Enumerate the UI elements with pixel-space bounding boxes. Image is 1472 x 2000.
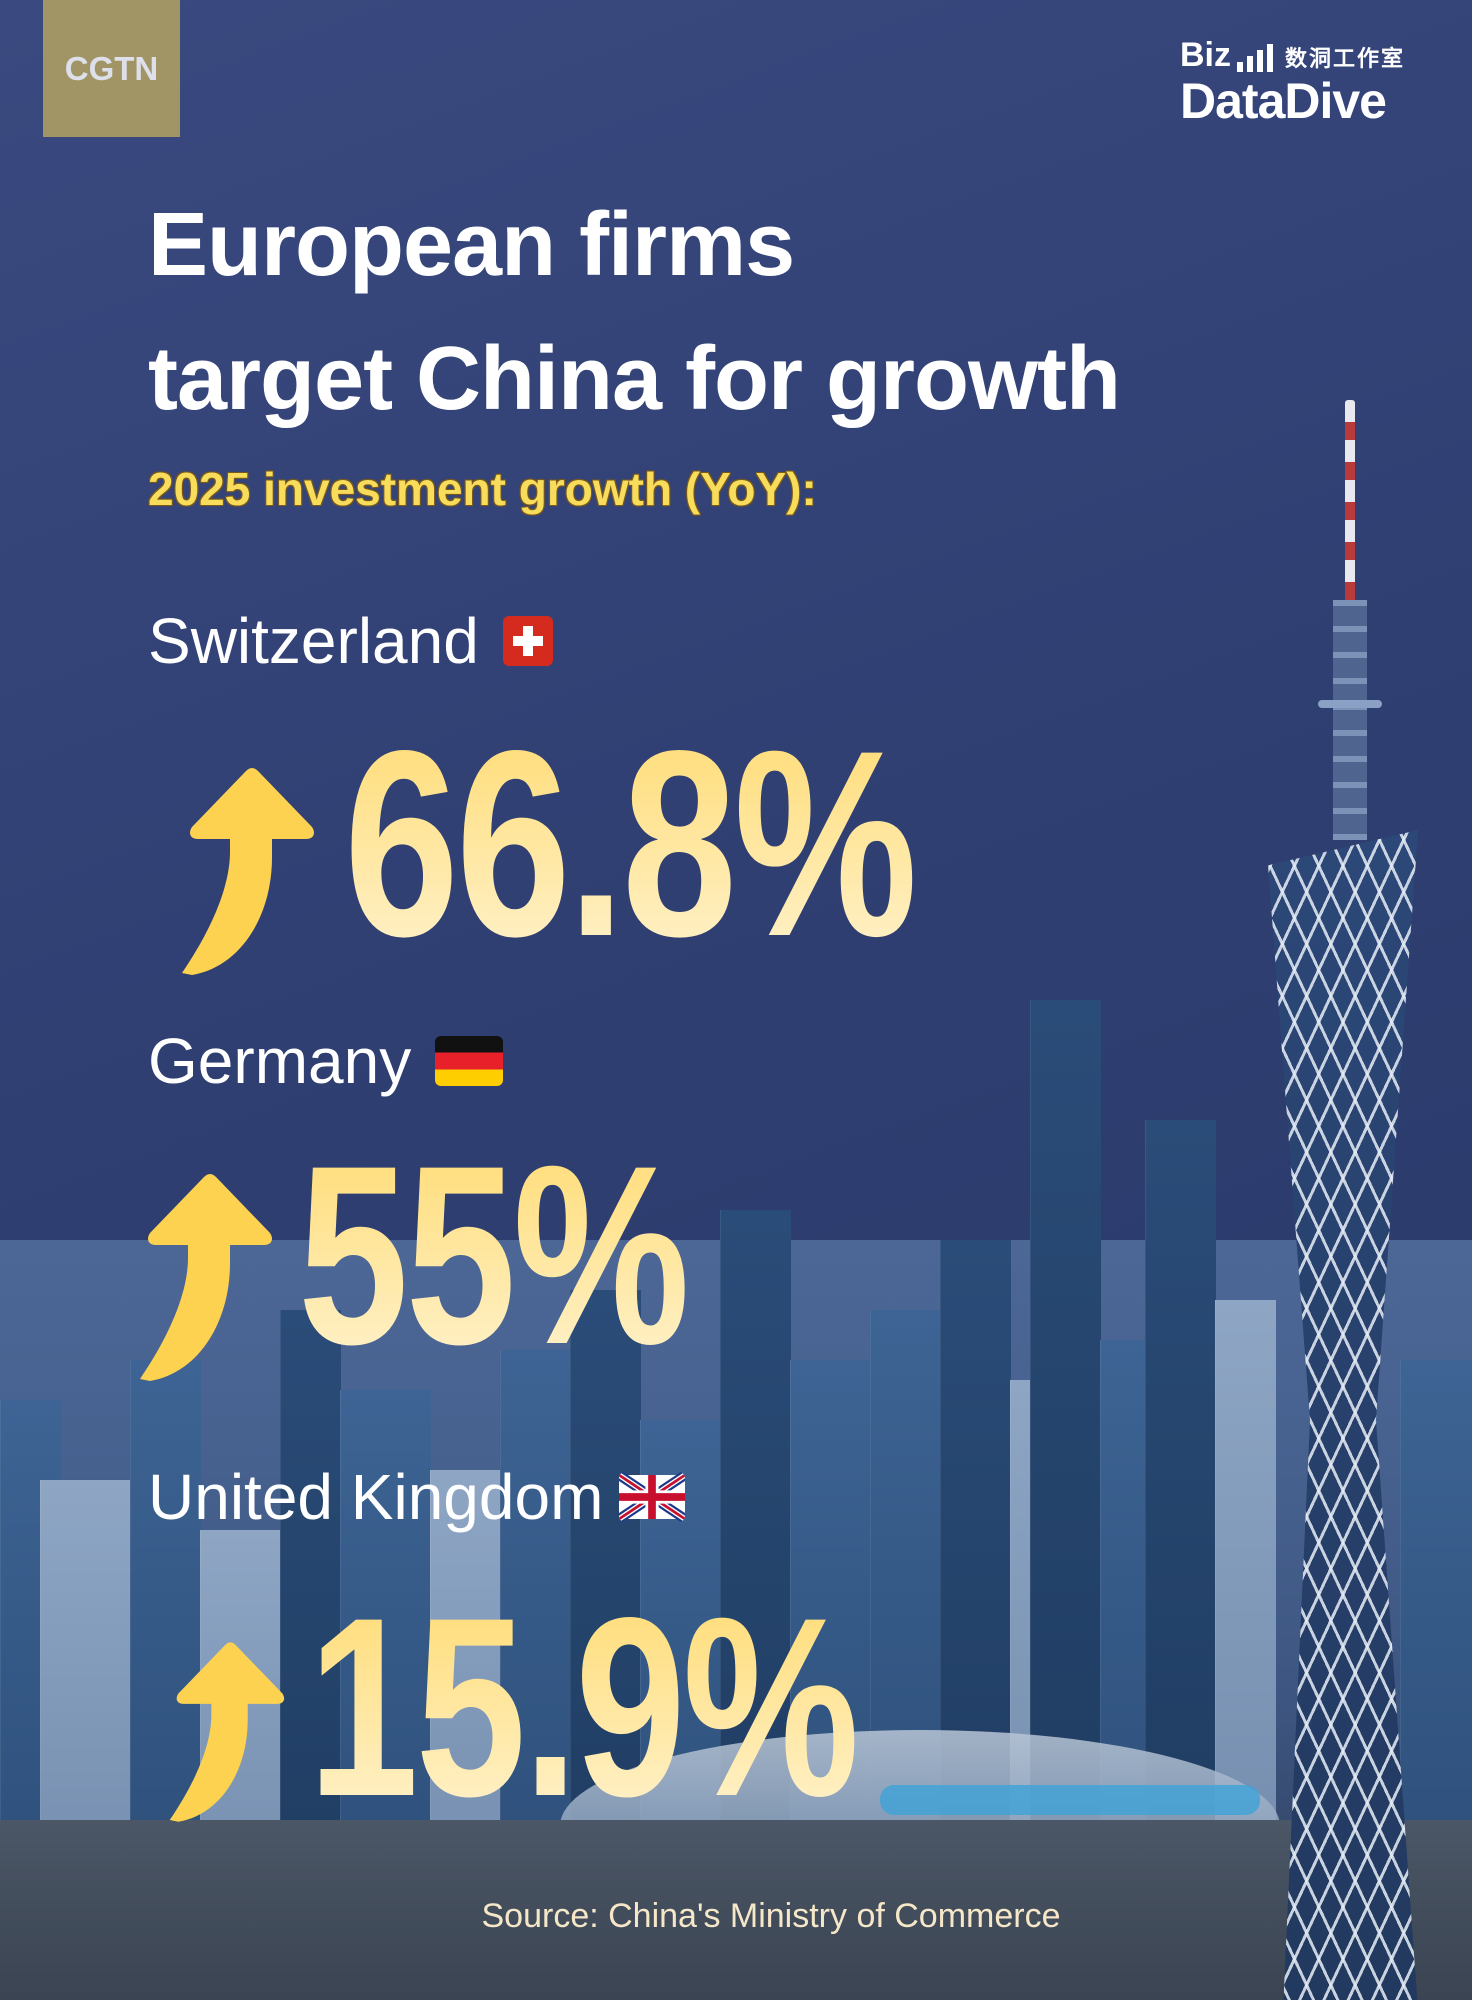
river xyxy=(0,1820,1472,2000)
stat-value: 55% xyxy=(298,1113,690,1398)
stat-united-kingdom: 15.9% xyxy=(168,1580,1011,1835)
logo-chinese-text: 数洞工作室 xyxy=(1285,46,1406,71)
uk-flag-icon xyxy=(619,1472,686,1522)
page-title: European firms target China for growth xyxy=(148,178,1121,446)
swiss-flag-icon xyxy=(502,616,553,666)
up-arrow-icon xyxy=(169,1642,285,1822)
cgtn-logo: CGTN xyxy=(43,0,180,137)
city-skyline-background xyxy=(0,1000,1472,2000)
country-label-switzerland: Switzerland xyxy=(148,604,553,678)
bar-chart-icon xyxy=(1237,42,1273,72)
country-name: Switzerland xyxy=(148,605,479,677)
title-line-1: European firms xyxy=(148,195,795,295)
country-label-germany: Germany xyxy=(148,1024,504,1098)
up-arrow-icon xyxy=(182,768,314,975)
cgtn-logo-text: CGTN xyxy=(64,49,159,87)
stat-value: 66.8% xyxy=(344,696,918,992)
german-flag-icon xyxy=(435,1036,504,1086)
logo-biz-text: Biz xyxy=(1180,36,1231,74)
country-label-united-kingdom: United Kingdom xyxy=(148,1460,686,1534)
logo-datadive-text: DataDive xyxy=(1180,73,1387,129)
source-note: Source: China's Ministry of Commerce xyxy=(481,1897,1061,1935)
title-line-2: target China for growth xyxy=(148,329,1121,429)
country-name: Germany xyxy=(148,1025,412,1097)
stat-switzerland: 66.8% xyxy=(180,712,1075,977)
stat-germany: 55% xyxy=(138,1128,796,1383)
up-arrow-icon xyxy=(140,1174,272,1381)
bizdatadive-logo: Biz 数洞工作室 DataDive xyxy=(1180,38,1405,128)
stat-value: 15.9% xyxy=(308,1565,859,1850)
subtitle: 2025 investment growth (YoY): xyxy=(148,463,817,515)
country-name: United Kingdom xyxy=(148,1461,604,1533)
